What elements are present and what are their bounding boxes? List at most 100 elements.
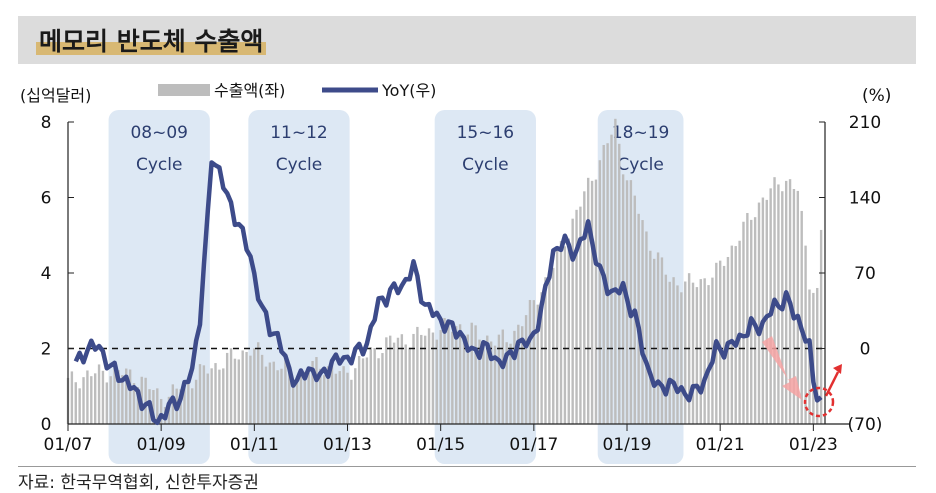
export-bar bbox=[206, 373, 209, 424]
cycle-band bbox=[108, 110, 210, 464]
export-bar bbox=[493, 345, 497, 424]
export-bar bbox=[618, 143, 621, 424]
export-bar bbox=[361, 358, 365, 424]
export-bar bbox=[509, 343, 512, 424]
export-bar bbox=[400, 334, 404, 424]
export-bar bbox=[718, 260, 722, 424]
export-bar bbox=[408, 347, 411, 424]
export-bar bbox=[447, 323, 450, 424]
chart-title: 메모리 반도체 수출액 bbox=[36, 22, 267, 58]
export-bar bbox=[311, 360, 314, 424]
x-tick-label: 01/19 bbox=[603, 435, 652, 455]
export-bar bbox=[645, 231, 648, 424]
export-bar bbox=[746, 212, 749, 424]
export-bar bbox=[610, 134, 613, 425]
export-bar bbox=[392, 342, 396, 424]
left-unit: (십억달러) bbox=[20, 86, 91, 105]
export-bar bbox=[478, 339, 481, 424]
x-tick-label: 01/21 bbox=[696, 435, 745, 455]
export-bar bbox=[179, 389, 182, 424]
right-tick-label: 70 bbox=[854, 264, 876, 284]
export-bar bbox=[505, 342, 508, 424]
export-bar bbox=[816, 287, 819, 424]
export-bar bbox=[125, 368, 128, 424]
export-bar bbox=[412, 333, 415, 424]
export-bar bbox=[74, 382, 77, 424]
export-bar bbox=[307, 372, 310, 424]
right-tick-label: (70) bbox=[848, 415, 883, 435]
export-bar bbox=[451, 331, 454, 424]
export-bar bbox=[594, 179, 598, 424]
export-bar bbox=[676, 285, 679, 424]
export-bar bbox=[423, 335, 427, 424]
x-tick-label: 01/15 bbox=[416, 435, 465, 455]
export-bar bbox=[571, 218, 574, 424]
export-bar bbox=[656, 252, 660, 424]
source-note: 자료: 한국무역협회, 신한투자증권 bbox=[18, 473, 259, 493]
cycle-label: 11~12 bbox=[270, 123, 328, 143]
export-bar bbox=[357, 355, 361, 424]
export-bar bbox=[93, 373, 97, 424]
left-tick-label: 0 bbox=[41, 415, 52, 435]
left-tick-label: 6 bbox=[41, 189, 52, 209]
export-bar bbox=[575, 209, 578, 424]
export-bar bbox=[621, 174, 625, 424]
export-bar bbox=[86, 370, 89, 424]
export-bar bbox=[439, 330, 442, 424]
export-bar bbox=[303, 371, 307, 424]
export-bar bbox=[501, 329, 504, 424]
export-bar bbox=[455, 326, 458, 424]
export-bar bbox=[319, 368, 322, 424]
export-bar bbox=[113, 365, 116, 424]
export-bar bbox=[528, 299, 532, 424]
trough-circle bbox=[803, 386, 835, 418]
export-bar bbox=[517, 324, 520, 424]
export-bar bbox=[396, 337, 400, 424]
export-bar bbox=[416, 326, 419, 424]
export-bar bbox=[668, 281, 671, 424]
export-bar bbox=[338, 371, 341, 424]
export-bar bbox=[229, 348, 233, 424]
export-bar bbox=[218, 369, 221, 424]
export-bar bbox=[249, 355, 252, 424]
export-bar bbox=[695, 287, 699, 424]
export-bar bbox=[579, 206, 582, 424]
export-bar bbox=[559, 241, 563, 424]
export-bar bbox=[466, 334, 470, 424]
export-bar bbox=[738, 240, 741, 424]
x-tick-label: 01/11 bbox=[230, 435, 279, 455]
export-bar bbox=[691, 282, 695, 424]
rebound-arrow-head bbox=[833, 364, 842, 374]
x-tick-label: 01/23 bbox=[789, 435, 838, 455]
right-tick-label: 140 bbox=[849, 189, 881, 209]
export-bar bbox=[792, 188, 796, 424]
export-bar bbox=[202, 365, 206, 424]
cycle-label: Cycle bbox=[276, 155, 322, 175]
export-bar bbox=[198, 364, 202, 424]
export-bar bbox=[194, 379, 198, 424]
export-bar bbox=[191, 388, 194, 424]
export-bar bbox=[536, 304, 539, 424]
export-bar bbox=[354, 368, 357, 424]
yoy-line bbox=[73, 160, 823, 426]
export-bar bbox=[187, 381, 190, 424]
export-bar bbox=[590, 180, 594, 424]
export-bar bbox=[132, 383, 136, 424]
export-bar bbox=[105, 382, 109, 424]
export-bar bbox=[641, 220, 644, 424]
source-divider bbox=[18, 466, 916, 467]
export-bar bbox=[276, 370, 279, 424]
legend-bar-swatch bbox=[158, 84, 210, 96]
export-bar bbox=[253, 348, 256, 424]
export-bar bbox=[284, 359, 287, 424]
chart-svg: 08~09 Cycle 11~12 Cycle 15~16 Cycle 18~19 Cycle… bbox=[20, 81, 891, 464]
export-bar bbox=[233, 358, 237, 424]
export-bar bbox=[819, 229, 823, 424]
title-bar: 메모리 반도체 수출액 bbox=[18, 16, 916, 64]
export-bar bbox=[381, 353, 384, 424]
export-bar bbox=[121, 375, 124, 424]
export-bar bbox=[757, 202, 761, 424]
export-bar bbox=[497, 334, 501, 424]
export-bar bbox=[583, 191, 586, 424]
export-bar bbox=[649, 250, 652, 424]
